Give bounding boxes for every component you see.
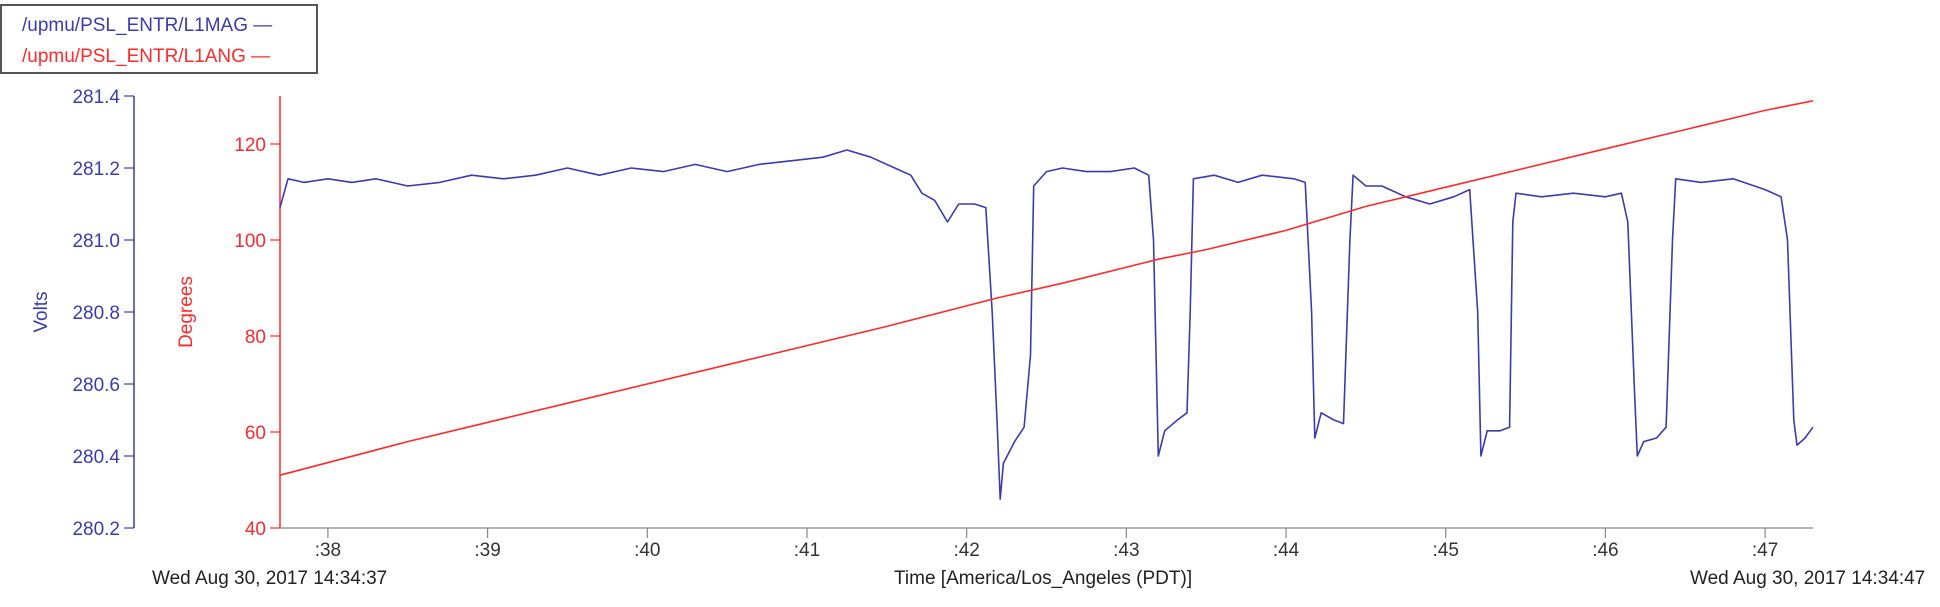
series-layer — [279, 100, 1814, 500]
x-axis-tick-label: :41 — [794, 540, 820, 561]
legend: /upmu/PSL_ENTR/L1MAG — /upmu/PSL_ENTR/L1… — [0, 4, 318, 74]
left-axis-tick-label: 280.4 — [72, 447, 120, 468]
degrees-axis-title: Degrees — [176, 276, 197, 348]
time-axis-title: Time [America/Los_Angeles (PDT)] — [894, 568, 1193, 589]
start-time-label: Wed Aug 30, 2017 14:34:37 — [152, 568, 388, 589]
x-axis-tick-label: :42 — [953, 540, 979, 561]
axes-layer: 280.2 280.4 280.6 280.8 281.0 281.2 281.4 Volts… — [31, 87, 1813, 561]
left-axis-tick-label: 280.6 — [72, 375, 120, 396]
degrees-axis-tick-label: 60 — [245, 423, 266, 444]
legend-item-l1ang: /upmu/PSL_ENTR/L1ANG — — [22, 46, 271, 67]
x-axis-tick-label: :47 — [1752, 540, 1778, 561]
x-axis-tick-label: :39 — [474, 540, 500, 561]
left-axis-tick-label: 281.0 — [72, 231, 120, 252]
x-axis-tick-label: :46 — [1592, 540, 1618, 561]
x-axis-tick-label: :38 — [315, 540, 341, 561]
legend-item-l1mag: /upmu/PSL_ENTR/L1MAG — — [22, 15, 273, 36]
left-axis-tick-label: 281.2 — [72, 159, 120, 180]
l1mag-series-line — [279, 149, 1814, 500]
l1ang-series-line — [279, 100, 1814, 476]
end-time-label: Wed Aug 30, 2017 14:34:47 — [1690, 568, 1926, 589]
left-axis-tick-label: 280.2 — [72, 519, 120, 540]
x-axis-tick-label: :44 — [1273, 540, 1300, 561]
degrees-axis-tick-label: 120 — [234, 135, 266, 156]
x-axis-tick-label: :43 — [1113, 540, 1139, 561]
x-axis-tick-label: :45 — [1433, 540, 1459, 561]
left-axis-tick-label: 281.4 — [72, 87, 120, 108]
left-axis-title: Volts — [31, 291, 52, 332]
degrees-axis-tick-label: 80 — [245, 327, 266, 348]
degrees-axis-tick-label: 40 — [245, 519, 266, 540]
degrees-axis-tick-label: 100 — [234, 231, 266, 252]
left-axis-tick-label: 280.8 — [72, 303, 120, 324]
x-axis-tick-label: :40 — [634, 540, 660, 561]
